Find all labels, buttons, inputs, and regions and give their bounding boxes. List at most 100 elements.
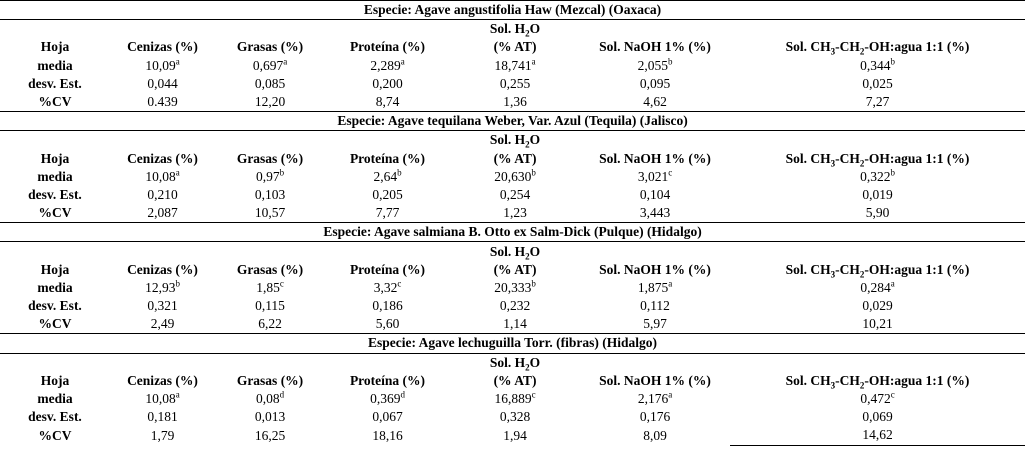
header-hoja: Hoja xyxy=(40,372,70,388)
header-cenizas: Cenizas (%) xyxy=(127,261,198,277)
header-h2o-subscript: 2 xyxy=(525,362,530,372)
cell-grasas: 6,22 xyxy=(215,315,325,334)
cell-grasas: 10,57 xyxy=(215,204,325,223)
header-etoh-subscript: 3 xyxy=(830,47,836,57)
cell-etoh: 0,284a xyxy=(730,279,1025,297)
cell-naoh: 0,112 xyxy=(580,297,730,315)
cell-value: 2,289 xyxy=(370,57,401,73)
cell-superscript: a xyxy=(175,389,180,400)
cell-value: 0,08 xyxy=(255,391,280,407)
cell-value: 1,875 xyxy=(637,279,669,295)
species-title: Especie: Agave tequilana Weber, Var. Azu… xyxy=(0,111,1025,132)
cell-value: 1,36 xyxy=(503,94,527,110)
cell-superscript: b xyxy=(667,56,673,67)
header-row: Hoja Cenizas (%) Grasas (%) Proteína (%) (% … xyxy=(0,38,1025,56)
cell-etoh: 10,21 xyxy=(730,315,1025,334)
table-row: desv. Est. 0,181 0,013 0,067 0,328 0,176 0,069 xyxy=(0,408,1025,426)
cell-proteina: 2,64b xyxy=(325,168,450,186)
header-proteina: Proteína (%) xyxy=(349,261,426,277)
table-row: desv. Est. 0,321 0,115 0,186 0,232 0,112 0,029 xyxy=(0,297,1025,315)
cell-proteina: 0,205 xyxy=(325,186,450,204)
row-label: %CV xyxy=(38,94,72,110)
header-etoh-part: -OH:agua 1:1 (%) xyxy=(864,39,970,55)
cell-value: 14,62 xyxy=(862,427,893,443)
cell-value: 8,74 xyxy=(375,94,400,110)
cell-value: 18,741 xyxy=(494,57,532,73)
cell-superscript: a xyxy=(283,56,288,67)
cell-value: 0,069 xyxy=(862,409,893,425)
cell-superscript: c xyxy=(397,278,402,289)
header-etoh-part: -OH:agua 1:1 (%) xyxy=(864,150,970,166)
cell-etoh: 5,90 xyxy=(730,204,1025,223)
header-h2o-bottom: (% AT) xyxy=(493,150,537,166)
header-cenizas: Cenizas (%) xyxy=(127,372,198,388)
cell-cenizas: 10,08a xyxy=(110,390,215,408)
cell-value: 0,103 xyxy=(254,186,286,202)
header-etoh-subscript: 3 xyxy=(830,158,836,168)
table-row: media 12,93b 1,85c 3,32c 20,333b 1,875a 0,284a xyxy=(0,279,1025,297)
cell-proteina: 18,16 xyxy=(325,426,450,445)
table-row: media 10,08a 0,97b 2,64b 20,630b 3,021c 0,322b xyxy=(0,168,1025,186)
cell-value: 0,321 xyxy=(147,298,178,314)
cell-proteina: 7,77 xyxy=(325,204,450,223)
header-grasas: Grasas (%) xyxy=(236,261,304,277)
species-title: Especie: Agave angustifolia Haw (Mezcal)… xyxy=(0,0,1025,21)
cell-value: 1,85 xyxy=(256,279,280,295)
table-row: %CV 2,49 6,22 5,60 1,14 5,97 10,21 xyxy=(0,315,1025,334)
header-row-top: Sol. H2O xyxy=(0,131,1025,149)
cell-proteina: 0,067 xyxy=(325,408,450,426)
cell-cenizas: 10,08a xyxy=(110,168,215,186)
cell-h2o: 1,94 xyxy=(450,426,580,445)
cell-superscript: c xyxy=(890,389,895,400)
cell-h2o: 20,630b xyxy=(450,168,580,186)
cell-h2o: 16,889c xyxy=(450,390,580,408)
row-label: %CV xyxy=(38,316,72,332)
species-title-row: Especie: Agave salmiana B. Otto ex Salm-… xyxy=(0,222,1025,243)
cell-superscript: c xyxy=(279,278,284,289)
row-label: media xyxy=(37,279,73,295)
row-label: media xyxy=(37,168,73,184)
cell-value: 3,443 xyxy=(639,205,671,221)
header-row: Hoja Cenizas (%) Grasas (%) Proteína (%) (% … xyxy=(0,261,1025,279)
cell-grasas: 0,08d xyxy=(215,390,325,408)
cell-value: 0,232 xyxy=(499,298,531,314)
cell-value: 0,255 xyxy=(499,75,531,91)
row-label: %CV xyxy=(38,205,72,221)
header-etoh: Sol. CH3-CH2-OH:agua 1:1 (%) xyxy=(730,150,1025,168)
table-row: desv. Est. 0,210 0,103 0,205 0,254 0,104 0,019 xyxy=(0,186,1025,204)
header-etoh-part: -CH xyxy=(835,150,860,166)
cell-superscript: c xyxy=(668,167,673,178)
header-grasas: Grasas (%) xyxy=(236,150,304,166)
header-grasas: Grasas (%) xyxy=(236,39,304,55)
header-h2o-bottom: (% AT) xyxy=(493,372,537,388)
cell-value: 0,697 xyxy=(252,57,284,73)
cell-value: 0,013 xyxy=(254,409,286,425)
cell-value: 0,344 xyxy=(860,57,891,73)
header-etoh: Sol. CH3-CH2-OH:agua 1:1 (%) xyxy=(730,261,1025,279)
cell-naoh: 3,443 xyxy=(580,204,730,223)
cell-superscript: d xyxy=(400,389,405,400)
cell-value: 3,021 xyxy=(637,168,669,184)
species-title-row: Especie: Agave angustifolia Haw (Mezcal)… xyxy=(0,0,1025,21)
header-cenizas: Cenizas (%) xyxy=(127,150,198,166)
header-etoh-part: -OH:agua 1:1 (%) xyxy=(864,261,970,277)
cell-value: 12,93 xyxy=(145,279,176,295)
species-title-row: Especie: Agave tequilana Weber, Var. Azu… xyxy=(0,111,1025,132)
header-h2o-text-end: O xyxy=(529,243,541,259)
cell-value: 16,25 xyxy=(254,427,286,443)
header-row: Hoja Cenizas (%) Grasas (%) Proteína (%) (% … xyxy=(0,150,1025,168)
cell-etoh: 0,069 xyxy=(730,408,1025,426)
cell-value: 1,14 xyxy=(503,316,527,332)
cell-etoh: 0,019 xyxy=(730,186,1025,204)
header-etoh-subscript: 3 xyxy=(830,380,836,390)
header-h2o-text: Sol. H xyxy=(489,243,526,259)
cell-value: 0,254 xyxy=(499,186,531,202)
cell-value: 0.439 xyxy=(147,94,178,110)
cell-value: 0,472 xyxy=(860,391,891,407)
cell-grasas: 0,013 xyxy=(215,408,325,426)
row-label: desv. Est. xyxy=(28,298,82,314)
cell-value: 0,019 xyxy=(862,186,893,202)
header-h2o-subscript: 2 xyxy=(525,251,530,261)
table-row: %CV 2,087 10,57 7,77 1,23 3,443 5,90 xyxy=(0,204,1025,223)
cell-h2o: 1,23 xyxy=(450,204,580,223)
